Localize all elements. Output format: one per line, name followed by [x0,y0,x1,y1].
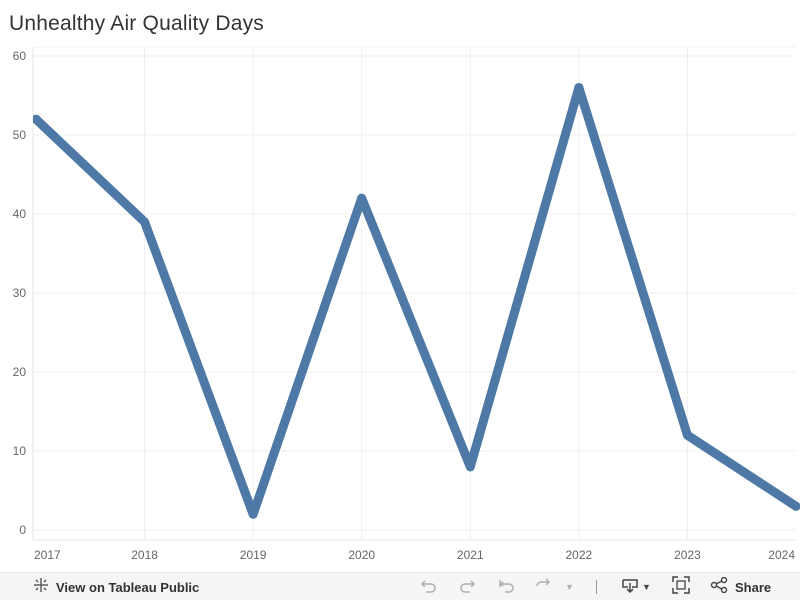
share-label: Share [735,580,771,595]
y-tick-label: 40 [13,207,27,221]
grid-lines [33,47,796,540]
undo-icon [420,577,438,597]
undo-button[interactable] [420,573,438,601]
x-tick-label: 2017 [34,548,61,562]
data-point[interactable] [466,462,475,471]
y-axis: 0 10 20 30 40 50 60 [13,49,27,537]
y-tick-label: 30 [13,286,27,300]
fullscreen-button[interactable] [672,573,690,601]
chevron-down-icon: ▼ [642,579,651,595]
redo-button[interactable] [458,573,476,601]
chevron-down-icon: ▼ [565,579,574,595]
toolbar-divider [596,580,597,594]
revert-button[interactable] [498,573,516,601]
y-tick-label: 50 [13,128,27,142]
tableau-logo-icon [33,577,49,597]
x-tick-label: 2020 [348,548,375,562]
view-on-tableau-public-label: View on Tableau Public [56,580,199,595]
x-axis: 2017 2018 2019 2020 2021 2022 2023 2024 [34,548,795,562]
data-point[interactable] [249,510,258,519]
series-layer [32,83,800,519]
view-on-tableau-public-link[interactable]: View on Tableau Public [33,573,199,601]
pause-dropdown[interactable]: ▼ [565,573,574,601]
refresh-icon [535,577,555,597]
data-point[interactable] [357,194,366,203]
x-tick-label: 2024 [768,548,795,562]
y-tick-label: 0 [19,523,26,537]
download-icon [621,577,639,597]
y-tick-label: 20 [13,365,27,379]
y-tick-label: 60 [13,49,27,63]
data-point[interactable] [574,83,583,92]
x-tick-label: 2019 [240,548,267,562]
fullscreen-icon [672,576,690,598]
data-point[interactable] [683,431,692,440]
share-button[interactable]: Share [710,573,771,601]
x-tick-label: 2021 [457,548,484,562]
y-tick-label: 10 [13,444,27,458]
tableau-toolbar: View on Tableau Public ▼ ▼ [0,572,800,600]
revert-icon [498,577,516,597]
x-tick-label: 2022 [566,548,593,562]
share-icon [710,577,728,597]
refresh-button[interactable] [535,573,555,601]
redo-icon [458,577,476,597]
download-button[interactable]: ▼ [621,573,651,601]
x-tick-label: 2023 [674,548,701,562]
x-tick-label: 2018 [131,548,158,562]
series-line[interactable] [36,88,796,515]
data-point[interactable] [140,217,149,226]
